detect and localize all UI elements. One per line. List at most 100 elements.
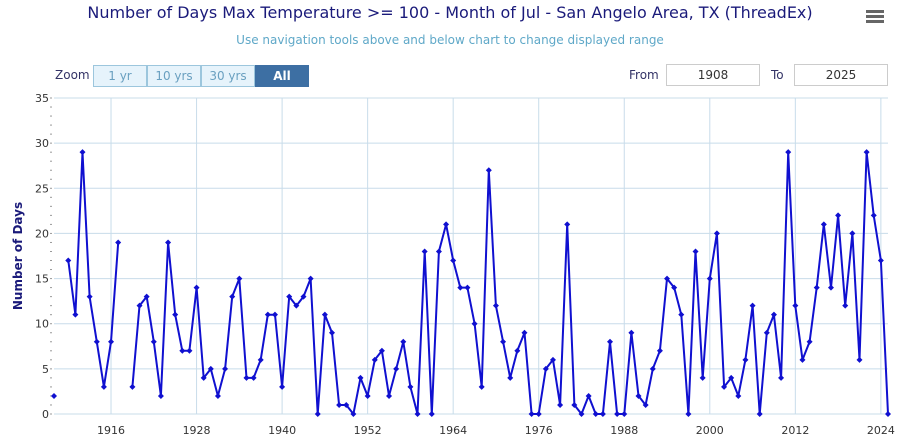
data-point-1911: [72, 311, 79, 318]
x-tick-label: 2024: [867, 424, 895, 437]
data-point-1963: [443, 221, 450, 228]
data-point-2021: [856, 356, 863, 363]
data-point-2011: [785, 149, 792, 156]
data-point-1976: [535, 411, 542, 417]
data-point-1927: [186, 347, 193, 354]
data-point-1931: [214, 392, 221, 399]
data-point-1924: [165, 239, 172, 246]
data-point-1932: [222, 365, 229, 372]
data-point-1926: [179, 347, 186, 354]
x-tick-label: 1988: [610, 424, 638, 437]
data-point-1934: [236, 275, 243, 282]
data-point-1925: [172, 311, 179, 318]
x-tick-label: 2000: [696, 424, 724, 437]
data-point-1939: [271, 311, 278, 318]
data-point-1990: [635, 392, 642, 399]
zoom-10yrs-button[interactable]: 10 yrs: [147, 65, 201, 87]
data-point-1994: [664, 275, 671, 282]
data-point-1944: [307, 275, 314, 282]
data-point-1953: [371, 356, 378, 363]
data-point-1938: [264, 311, 271, 318]
zoom-buttons: 1 yr 10 yrs 30 yrs All: [93, 65, 309, 87]
data-point-1961: [428, 411, 435, 417]
zoom-label: Zoom: [55, 68, 90, 82]
y-tick-label: 35: [35, 92, 49, 105]
data-point-1935: [243, 374, 250, 381]
data-point-1962: [435, 248, 442, 255]
data-point-1999: [699, 374, 706, 381]
x-tick-label: 1964: [439, 424, 467, 437]
data-point-1941: [286, 293, 293, 300]
data-point-1943: [300, 293, 307, 300]
data-point-1998: [692, 248, 699, 255]
data-point-2012: [792, 302, 799, 309]
data-point-1930: [207, 365, 214, 372]
from-label: From: [629, 68, 659, 82]
data-point-1975: [528, 411, 535, 417]
data-point-2001: [713, 230, 720, 237]
data-point-1921: [143, 293, 150, 300]
hamburger-icon[interactable]: [866, 10, 884, 24]
data-point-2017: [827, 284, 834, 291]
data-point-1985: [599, 411, 606, 417]
data-point-1968: [478, 383, 485, 390]
zoom-1yr-button[interactable]: 1 yr: [93, 65, 147, 87]
chart-title: Number of Days Max Temperature >= 100 - …: [87, 3, 813, 22]
data-point-1942: [293, 302, 300, 309]
data-point-1955: [386, 392, 393, 399]
x-tick-label: 1952: [354, 424, 382, 437]
y-tick-label: 30: [35, 137, 49, 150]
x-tick-label: 1916: [97, 424, 125, 437]
data-point-2004: [735, 392, 742, 399]
data-point-2018: [835, 212, 842, 219]
data-point-1947: [329, 329, 335, 336]
y-axis-label: Number of Days: [11, 202, 25, 310]
zoom-30yrs-button[interactable]: 30 yrs: [201, 65, 255, 87]
data-point-2005: [742, 356, 749, 363]
data-point-1986: [607, 338, 613, 345]
data-point-1981: [571, 401, 578, 408]
data-point-1958: [407, 383, 414, 390]
data-point-1920: [136, 302, 143, 309]
data-point-1916: [108, 338, 115, 345]
data-point-1929: [200, 374, 207, 381]
data-point-1919: [129, 383, 136, 390]
data-point-1964: [450, 257, 457, 264]
data-point-1988: [621, 411, 628, 417]
y-tick-label: 10: [35, 318, 49, 331]
data-point-1992: [649, 365, 656, 372]
data-point-1940: [279, 383, 286, 390]
data-point-1951: [357, 374, 364, 381]
data-point-1948: [336, 401, 343, 408]
from-input[interactable]: 1908: [666, 64, 760, 86]
y-tick-label: 20: [35, 227, 49, 240]
data-point-2007: [756, 411, 763, 417]
data-point-1933: [229, 293, 236, 300]
data-point-1922: [150, 338, 157, 345]
data-point-1910: [65, 257, 72, 264]
data-point-1987: [614, 411, 621, 417]
data-point-1966: [464, 284, 471, 291]
x-tick-label: 1940: [268, 424, 296, 437]
data-point-2019: [842, 302, 849, 309]
data-point-1978: [549, 356, 556, 363]
x-tick-label: 1928: [183, 424, 211, 437]
data-point-2008: [763, 329, 770, 336]
data-point-1995: [671, 284, 678, 291]
data-point-2022: [863, 149, 870, 156]
data-point-2003: [728, 374, 735, 381]
data-point-1989: [628, 329, 635, 336]
data-point-1960: [421, 248, 428, 255]
data-point-1983: [585, 392, 592, 399]
data-point-2025: [885, 411, 891, 417]
data-point-1956: [393, 365, 400, 372]
data-point-2024: [877, 257, 884, 264]
zoom-all-button[interactable]: All: [255, 65, 309, 87]
data-point-1937: [257, 356, 264, 363]
data-point-1913: [86, 293, 93, 300]
data-point-1946: [321, 311, 328, 318]
to-input[interactable]: 2025: [794, 64, 888, 86]
series-line: [67, 151, 889, 415]
data-point-2010: [778, 374, 785, 381]
